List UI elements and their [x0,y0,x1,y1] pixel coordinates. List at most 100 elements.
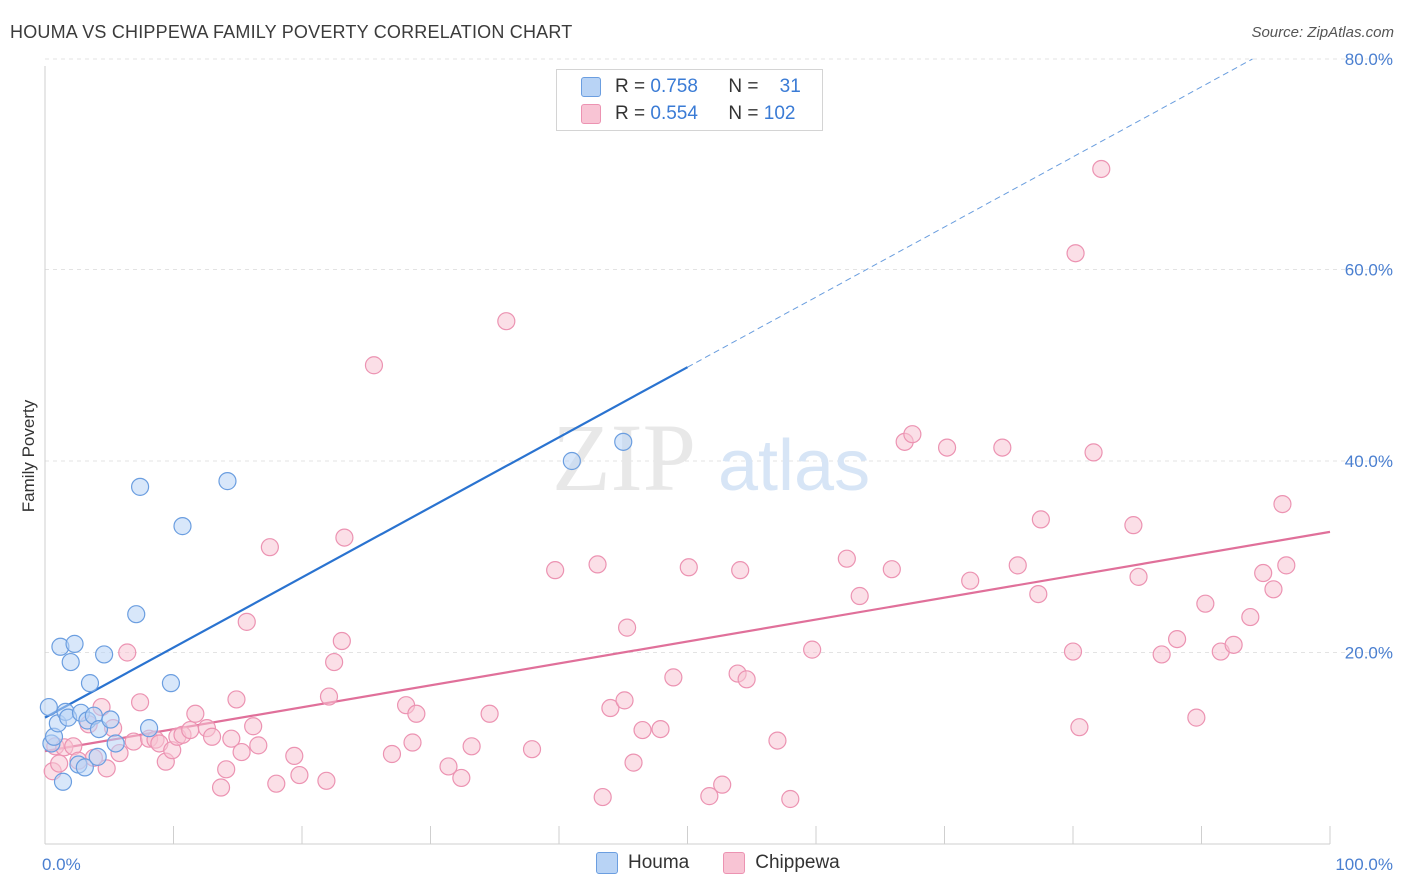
chippewa-point-25 [202,727,222,746]
chippewa-point-31 [237,612,256,631]
series-legend: Houma Chippewa [596,852,874,874]
chippewa-r-label: R = [615,103,646,124]
chippewa-point-55 [588,555,607,574]
houma-n-label: N = [728,76,759,97]
y-axis-title: Family Poverty [19,399,38,512]
houma-point-9 [65,634,84,653]
y-tick-label-80: 80.0% [1345,50,1393,69]
houma-point-14 [80,674,100,693]
chippewa-point-40 [325,652,344,672]
chippewa-point-41 [332,631,351,651]
chippewa-point-98 [1254,563,1273,583]
houma-point-22 [130,477,150,496]
chippewa-point-68 [731,561,750,580]
chippewa-point-92 [1167,629,1187,649]
chippewa-point-64 [679,558,698,577]
chippewa-point-46 [403,733,422,752]
houma-point-12 [75,758,94,777]
chippewa-point-99 [1264,580,1283,599]
legend-item-houma: Houma [596,852,689,874]
chippewa-point-35 [267,774,286,793]
houma-swatch [581,77,601,97]
chippewa-point-43 [364,356,384,375]
chippewa-point-47 [407,704,426,723]
houma-r-value: 0.758 [650,76,698,97]
chippewa-point-51 [480,704,499,723]
houma-point-8 [61,652,80,672]
chippewa-point-33 [249,736,268,755]
chippewa-point-13 [124,732,143,751]
chippewa-point-75 [882,560,901,579]
legend-row-chippewa: R = 0.554 N = 102 [581,101,795,127]
y-tick-label-20: 20.0% [1345,644,1393,663]
chippewa-point-57 [601,698,620,718]
legend-item-chippewa: Chippewa [723,852,840,874]
chippewa-point-39 [319,687,339,706]
chippewa-point-44 [382,744,402,764]
chippewa-point-37 [290,765,309,785]
chippewa-point-72 [803,640,822,659]
chippewa-point-81 [1008,556,1027,575]
chippewa-point-22 [181,720,200,740]
x-tick-label-0: 0.0% [42,855,81,874]
houma-legend-swatch [596,852,618,874]
chippewa-n-label: N = [728,103,759,124]
chippewa-point-58 [615,691,634,710]
chippewa-point-94 [1196,594,1215,613]
houma-point-25 [173,517,192,536]
chippewa-point-78 [937,438,957,457]
houma-point-0 [39,697,58,717]
chippewa-point-83 [1031,510,1050,529]
chippewa-point-69 [737,670,756,689]
chippewa-point-80 [993,438,1012,457]
chippewa-point-93 [1187,708,1206,727]
chippewa-point-30 [232,742,251,762]
houma-point-18 [95,645,114,664]
houma-trendline [44,366,689,719]
chippewa-point-73 [837,549,856,568]
chippewa-point-70 [768,731,787,750]
chippewa-point-77 [903,425,922,444]
chippewa-point-2 [50,754,69,773]
chippewa-point-60 [624,753,643,772]
source-credit: Source: ZipAtlas.com [1251,24,1394,41]
stats-legend: R = 0.758 N = 31 R = 0.554 N = 102 [556,69,823,131]
chippewa-point-91 [1152,645,1171,664]
chippewa-point-84 [1063,642,1083,661]
chippewa-legend-swatch [723,852,746,874]
chippewa-point-82 [1029,584,1048,604]
chippewa-point-71 [781,789,800,809]
chippewa-swatch [581,104,601,124]
chippewa-point-28 [222,729,241,748]
houma-point-23 [139,719,159,738]
houma-points [39,432,633,791]
chippewa-point-88 [1092,159,1111,179]
houma-point-19 [101,710,120,729]
houma-point-26 [218,472,237,491]
houma-n-value: 31 [779,76,801,97]
houma-r-label: R = [615,76,646,97]
chippewa-point-26 [211,778,231,797]
tick-labels: 20.0% 40.0% 60.0% 80.0% 0.0% 100.0% Family Pov… [19,50,1393,874]
chippewa-point-101 [1277,556,1296,575]
x-tick-label-100: 100.0% [1335,855,1393,874]
houma-point-21 [127,605,146,624]
chippewa-point-89 [1124,516,1143,535]
chippewa-legend-label: Chippewa [755,852,840,873]
chart-title: HOUMA VS CHIPPEWA FAMILY POVERTY CORRELA… [10,22,573,42]
chippewa-point-96 [1224,635,1243,654]
chippewa-point-87 [1084,443,1103,462]
chippewa-point-48 [439,757,458,776]
y-tick-label-60: 60.0% [1345,261,1393,280]
chippewa-point-36 [285,746,304,766]
y-tick-label-40: 40.0% [1345,452,1393,471]
houma-point-27 [562,451,581,471]
chippewa-point-74 [850,586,869,606]
trendlines [44,58,1331,753]
houma-point-5 [53,772,73,791]
chippewa-r-value: 0.554 [650,103,698,124]
chippewa-trendline [44,530,1331,753]
gridlines [45,58,1392,653]
chippewa-point-38 [317,771,336,790]
